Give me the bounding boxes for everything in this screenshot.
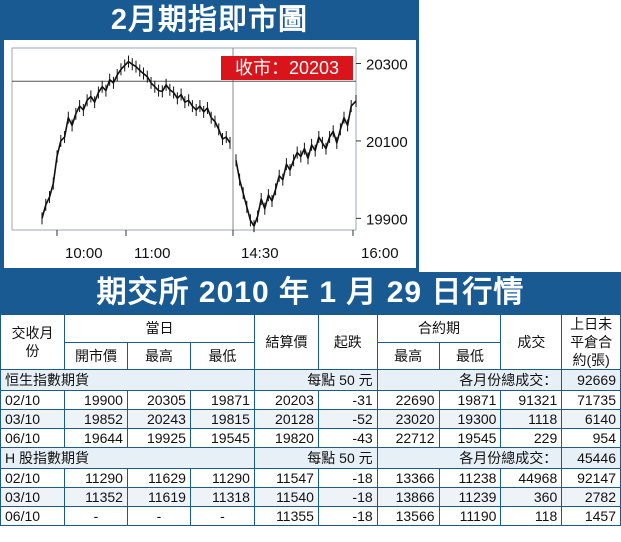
cell-settle: 20128 (253, 409, 319, 429)
cell-open: - (64, 506, 128, 526)
cell-change: -31 (317, 390, 378, 410)
cell-change: -43 (317, 428, 378, 448)
cell-change: -18 (317, 506, 378, 526)
cell-settle: 19820 (253, 428, 319, 448)
cell-low: 19545 (189, 428, 255, 448)
cell-settle: 20203 (253, 390, 319, 410)
cell-period-high: 22690 (376, 390, 440, 410)
total-volume: 45446 (561, 447, 621, 469)
cell-period-low: 11239 (438, 487, 502, 507)
cell-volume: 229 (500, 428, 563, 448)
header-open-interest: 上日未平倉合約(張) (561, 314, 621, 370)
cell-low: 11290 (189, 468, 255, 488)
cell-period-high: 22712 (376, 428, 440, 448)
cell-open-interest: 92147 (561, 468, 621, 488)
cell-open-interest: 6140 (561, 409, 621, 429)
cell-period-high: 13566 (376, 506, 440, 526)
cell-volume: 44968 (500, 468, 563, 488)
cell-period-low: 19545 (438, 428, 502, 448)
cell-open: 19644 (64, 428, 128, 448)
row-month: 03/10 (0, 409, 66, 429)
header-volume: 成交 (500, 314, 563, 370)
cell-low: 19815 (189, 409, 255, 429)
cell-low: - (189, 506, 255, 526)
cell-high: 20305 (126, 390, 191, 410)
cell-low: 19871 (189, 390, 255, 410)
cell-settle: 11540 (253, 487, 319, 507)
cell-change: -18 (317, 468, 378, 488)
section-name: 恒生指數期貨 (0, 369, 255, 391)
header-period-high: 最高 (376, 341, 440, 370)
x-tick-label: 16:00 (361, 245, 399, 262)
header-settle: 結算價 (253, 314, 319, 370)
header-high: 最高 (126, 341, 191, 370)
header-day: 當日 (64, 314, 255, 343)
cell-high: 11619 (126, 487, 191, 507)
x-tick-label: 11:00 (134, 245, 170, 262)
cell-period-low: 19300 (438, 409, 502, 429)
cell-period-high: 13366 (376, 468, 440, 488)
cell-volume: 1118 (500, 409, 563, 429)
point-value: 每點 50 元 (253, 447, 378, 469)
cell-period-high: 13866 (376, 487, 440, 507)
cell-period-high: 23020 (376, 409, 440, 429)
row-month: 02/10 (0, 390, 66, 410)
cell-open: 11290 (64, 468, 128, 488)
header-contract-month: 交收月份 (0, 314, 66, 370)
row-month: 02/10 (0, 468, 66, 488)
price-series-afternoon (235, 100, 357, 227)
header-change: 起跌 (317, 314, 378, 370)
total-volume: 92669 (561, 369, 621, 391)
cell-period-low: 11238 (438, 468, 502, 488)
cell-high: 19925 (126, 428, 191, 448)
cell-low: 11318 (189, 487, 255, 507)
cell-high: 20243 (126, 409, 191, 429)
cell-change: -18 (317, 487, 378, 507)
cell-settle: 11547 (253, 468, 319, 488)
futures-quote-table: 交收月份 當日 結算價 起跌 合約期 成交 上日未平倉合約(張) 開市價 最高 … (0, 314, 621, 526)
total-volume-label: 各月份總成交： (376, 369, 563, 391)
cell-volume: 360 (500, 487, 563, 507)
cell-volume: 91321 (500, 390, 563, 410)
table-title: 期交所 2010 年 1 月 29 日行情 (0, 272, 621, 314)
y-tick-label: 20100 (366, 134, 408, 151)
x-tick-label: 10:00 (65, 245, 103, 262)
header-period-low: 最低 (438, 341, 502, 370)
point-value: 每點 50 元 (253, 369, 378, 391)
y-tick-label: 19900 (366, 211, 408, 228)
header-contract-period: 合約期 (376, 314, 502, 343)
cell-period-low: 11190 (438, 506, 502, 526)
x-tick-label: 14:30 (241, 245, 279, 262)
intraday-chart-panel: 2月期指即市圖 10:00 11:00 14:30 16:00 20300 20100 19… (0, 0, 419, 272)
header-open: 開市價 (64, 341, 128, 370)
cell-period-low: 19871 (438, 390, 502, 410)
cell-open: 19900 (64, 390, 128, 410)
header-low: 最低 (189, 341, 255, 370)
y-tick-label: 20300 (366, 56, 408, 73)
chart-title: 2月期指即市圖 (110, 4, 309, 36)
row-month: 03/10 (0, 487, 66, 507)
row-month: 06/10 (0, 428, 66, 448)
intraday-chart: 10:00 11:00 14:30 16:00 20300 20100 19900 (11, 47, 408, 262)
cell-high: - (126, 506, 191, 526)
row-month: 06/10 (0, 506, 66, 526)
total-volume-label: 各月份總成交： (376, 447, 563, 469)
cell-volume: 118 (500, 506, 563, 526)
cell-open-interest: 2782 (561, 487, 621, 507)
section-name: H 股指數期貨 (0, 447, 255, 469)
cell-high: 11629 (126, 468, 191, 488)
cell-change: -52 (317, 409, 378, 429)
cell-settle: 11355 (253, 506, 319, 526)
chart-area: 10:00 11:00 14:30 16:00 20300 20100 19900 收市：2… (4, 40, 416, 268)
cell-open-interest: 954 (561, 428, 621, 448)
cell-open: 19852 (64, 409, 128, 429)
close-price-badge: 收市：20203 (221, 56, 353, 80)
cell-open: 11352 (64, 487, 128, 507)
cell-open-interest: 71735 (561, 390, 621, 410)
cell-open-interest: 1457 (561, 506, 621, 526)
